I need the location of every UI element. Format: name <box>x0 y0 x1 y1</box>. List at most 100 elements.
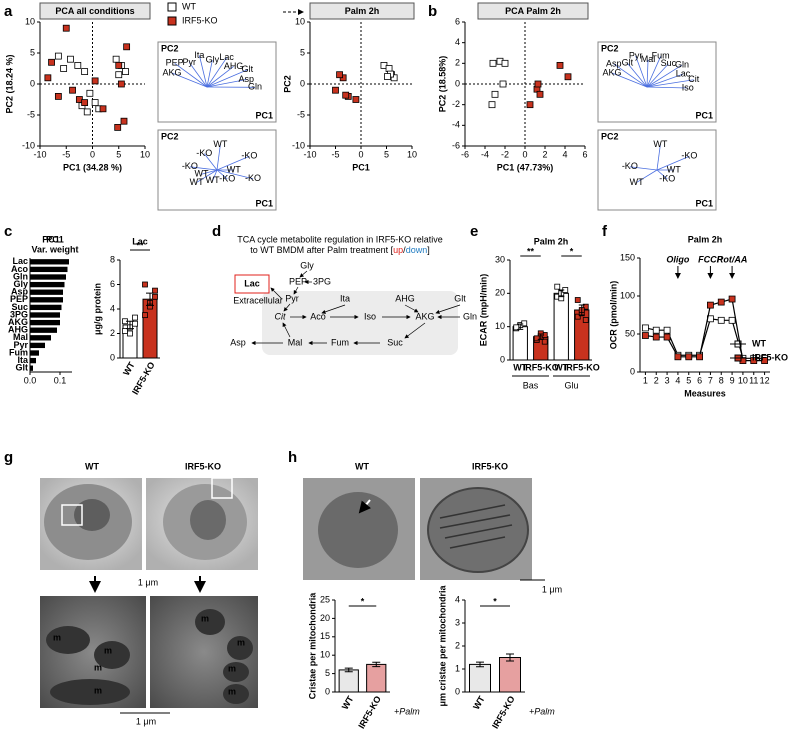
x-tick-label: WT <box>121 360 137 378</box>
biplot-arrow <box>656 144 661 171</box>
biplot-label: WT <box>190 177 204 187</box>
panel-label: a <box>4 3 13 20</box>
x-tick-label: -10 <box>33 149 46 159</box>
biplot-label: -KO <box>241 151 257 161</box>
image-label: WT <box>355 461 369 471</box>
x-tick-label: 7 <box>708 375 713 385</box>
node-label: Lac <box>244 278 260 288</box>
bar <box>499 657 521 693</box>
title-part: to WT BMDM after Palm treatment [ <box>250 245 393 255</box>
y-tick-label: Ita <box>17 355 28 365</box>
point <box>534 80 542 88</box>
title-part: / <box>403 245 406 255</box>
x-axis-title: Measures <box>684 388 726 398</box>
point <box>536 90 544 98</box>
point <box>74 62 82 69</box>
x-tick-label: WT <box>340 694 356 712</box>
x-axis-title: PC1 <box>352 162 370 172</box>
biplot-label: WT <box>206 175 220 185</box>
x-tick-label: 4 <box>562 149 567 159</box>
chart-title: PCA Palm 2h <box>505 6 561 16</box>
point <box>642 324 649 332</box>
node-label: Ita <box>340 293 350 303</box>
y-tick-label: 8 <box>110 254 115 264</box>
point <box>152 293 158 300</box>
node-label: Mal <box>288 337 303 347</box>
y-tick-label: 25 <box>320 594 330 604</box>
biplot-arrow <box>216 155 250 171</box>
error-bar <box>146 292 154 306</box>
y-tick-label: 5 <box>30 47 35 57</box>
biplot-label: Glt <box>242 64 254 74</box>
biplot-label: WT <box>194 169 208 179</box>
y-tick-label: Suc <box>11 302 28 312</box>
biplot-arrow <box>216 144 221 171</box>
node-label: AKG <box>415 311 434 321</box>
biplot-arrow <box>656 155 690 171</box>
diagram-arrow <box>283 303 291 312</box>
node-label: Aco <box>310 311 326 321</box>
y-tick-label: 10 <box>320 650 330 660</box>
chart-title: Palm 2h <box>534 236 569 246</box>
point <box>574 297 581 303</box>
image-label: m <box>104 645 112 655</box>
y-tick-label: 10 <box>495 321 505 331</box>
node-label: Fum <box>331 337 349 347</box>
point <box>390 74 398 82</box>
x-tick-label: 0.1 <box>54 375 67 385</box>
bar <box>512 326 528 361</box>
point <box>499 80 507 88</box>
biplot-frame <box>597 41 717 123</box>
x-tick-label: 2 <box>542 149 547 159</box>
biplot-arrow <box>188 62 208 88</box>
biplot-label: -KO <box>219 173 235 183</box>
biplot-arrow <box>174 63 208 88</box>
point <box>541 338 548 345</box>
biplot-arrow <box>203 153 218 171</box>
image-label: m <box>237 637 245 647</box>
y-tick-label: 150 <box>620 252 635 262</box>
y-tick-label: 2 <box>110 328 115 338</box>
point <box>122 328 128 334</box>
y-tick-label: 0 <box>455 686 460 696</box>
y-tick-label: -5 <box>27 109 35 119</box>
bar <box>30 319 60 326</box>
biplot-label: Asp <box>238 74 254 84</box>
title-part: ] <box>427 245 430 255</box>
point <box>54 93 62 100</box>
bar <box>30 342 45 349</box>
biplot-arrow <box>196 169 218 183</box>
y-tick-label: 2 <box>455 58 460 68</box>
point <box>696 353 703 361</box>
point <box>132 320 138 327</box>
point <box>564 73 572 81</box>
point <box>122 68 129 75</box>
x-tick-label: -6 <box>461 149 469 159</box>
point <box>112 55 120 63</box>
y-tick-label: -10 <box>22 140 35 150</box>
point <box>728 295 736 303</box>
error-bar <box>476 661 484 668</box>
node-label: Extracellular <box>233 295 283 305</box>
biplot-axis-label: PC1 <box>255 110 273 120</box>
bar <box>30 312 60 318</box>
y-tick-label: Mal <box>13 332 28 342</box>
point <box>652 333 660 341</box>
point <box>385 65 393 72</box>
group-label: Bas <box>523 380 539 390</box>
bar <box>30 304 62 311</box>
point <box>582 317 589 323</box>
node-label: 3PG <box>313 276 331 286</box>
bar <box>30 357 36 364</box>
point <box>521 320 528 327</box>
biplot-arrow <box>206 69 248 88</box>
legend-swatch <box>167 2 177 12</box>
biplot-axis-label: PC2 <box>601 131 619 141</box>
image-label: IRF5-KO <box>472 461 508 471</box>
error-bar <box>506 653 514 662</box>
point <box>707 301 714 309</box>
diagram-arrow <box>282 322 291 338</box>
biplot-arrow <box>206 79 247 88</box>
chart-title: Palm 2h <box>345 6 380 16</box>
y-tick-label: 4 <box>110 303 115 313</box>
